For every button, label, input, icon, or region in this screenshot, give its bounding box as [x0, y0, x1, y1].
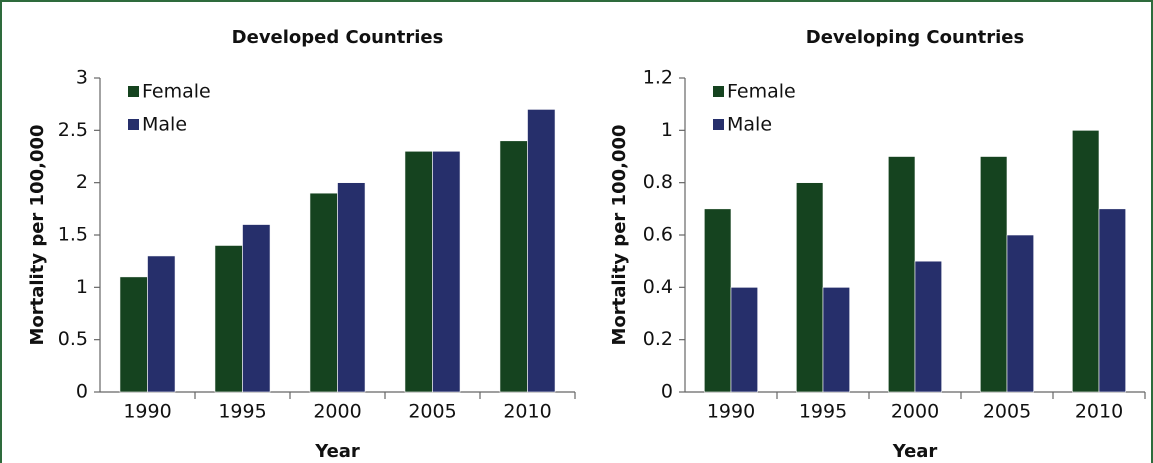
x-tick-label: 1990	[123, 401, 171, 423]
bar	[704, 208, 732, 393]
y-tick-label: 0.6	[643, 224, 673, 246]
y-tick-label: 0.8	[643, 171, 673, 193]
y-tick-label: 1	[661, 119, 673, 141]
bar	[822, 287, 850, 393]
x-axis-label: Year	[314, 441, 360, 462]
bar	[730, 287, 758, 393]
legend-swatch	[128, 119, 139, 130]
bar	[119, 276, 148, 393]
bar	[499, 140, 528, 393]
bar	[242, 224, 271, 393]
y-axis-label: Mortality per 100,000	[27, 124, 48, 345]
y-tick-label: 2	[76, 171, 88, 193]
x-tick-label: 1990	[707, 401, 755, 423]
x-axis-label: Year	[892, 441, 938, 462]
chart-title: Developed Countries	[232, 27, 444, 48]
legend-label: Male	[727, 114, 772, 136]
bar	[404, 150, 433, 393]
x-tick-label: 2010	[1075, 401, 1123, 423]
x-tick-label: 2010	[503, 401, 551, 423]
bar	[214, 245, 243, 393]
bar	[980, 156, 1008, 393]
y-tick-label: 0	[76, 381, 88, 403]
legend-label: Female	[142, 81, 211, 103]
chart-title: Developing Countries	[806, 27, 1024, 48]
bar	[432, 150, 461, 393]
legend-label: Male	[142, 114, 187, 136]
x-tick-label: 2000	[891, 401, 939, 423]
y-tick-label: 1	[76, 276, 88, 298]
legend-label: Female	[727, 81, 796, 103]
bar	[914, 260, 942, 393]
legend-swatch	[128, 86, 139, 97]
bar	[796, 182, 824, 393]
bar	[1006, 234, 1034, 393]
y-tick-label: 3	[76, 67, 88, 89]
y-tick-label: 1.5	[58, 224, 88, 246]
y-tick-label: 0	[661, 381, 673, 403]
bar	[309, 192, 338, 393]
legend-swatch	[713, 86, 724, 97]
y-tick-label: 0.2	[643, 328, 673, 350]
bar	[888, 156, 916, 393]
x-tick-label: 2005	[408, 401, 456, 423]
bar	[147, 255, 176, 393]
x-tick-label: 1995	[799, 401, 847, 423]
bar	[527, 109, 556, 393]
y-tick-label: 0.4	[643, 276, 673, 298]
bar	[1072, 130, 1100, 393]
y-tick-label: 1.2	[643, 67, 673, 89]
y-axis-label: Mortality per 100,000	[609, 124, 630, 345]
y-tick-label: 0.5	[58, 328, 88, 350]
legend-swatch	[713, 119, 724, 130]
x-tick-label: 2005	[983, 401, 1031, 423]
bar	[337, 182, 366, 393]
bar	[1098, 208, 1126, 393]
y-tick-label: 2.5	[58, 119, 88, 141]
x-tick-label: 1995	[218, 401, 266, 423]
x-tick-label: 2000	[313, 401, 361, 423]
